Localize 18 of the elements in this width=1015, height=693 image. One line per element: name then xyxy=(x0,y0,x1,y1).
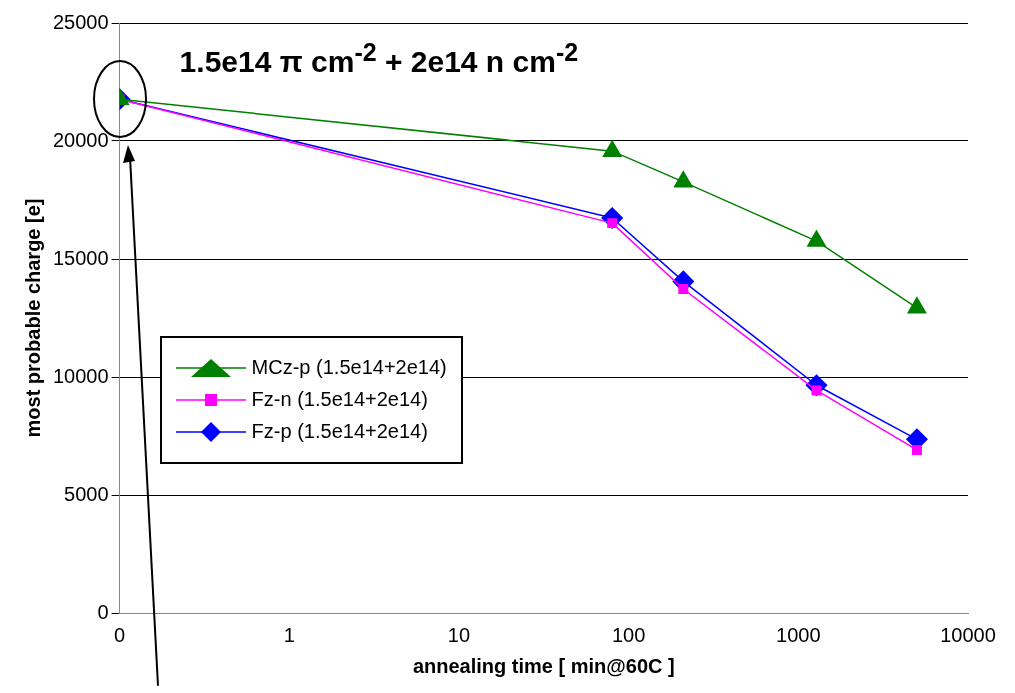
x-tick-label: 10 xyxy=(447,623,471,646)
x-tick-label: 1000 xyxy=(776,623,821,646)
x-tick-label: 1 xyxy=(283,623,295,646)
x-tick-label: 100 xyxy=(611,623,646,646)
y-tick-label: 15000 xyxy=(52,246,109,269)
x-tick-label: 10000 xyxy=(940,623,996,646)
x-axis-title: annealing time [ min@60C ] xyxy=(412,654,675,677)
y-tick-label: 5000 xyxy=(64,482,109,505)
y-axis-title: most probable charge [e] xyxy=(21,198,44,438)
x-tick-label: 0 xyxy=(114,623,126,646)
y-tick-label: 20000 xyxy=(52,128,109,151)
legend-label: Fz-n (1.5e14+2e14) xyxy=(251,388,428,412)
legend-label: Fz-p (1.5e14+2e14) xyxy=(251,420,428,444)
y-tick-label: 25000 xyxy=(52,10,109,33)
y-tick-label: 10000 xyxy=(52,364,109,387)
legend-label: MCz-p (1.5e14+2e14) xyxy=(251,356,447,380)
text: 1.5e14 π cm$^{-2}$ + 2e14 n cm$^{-2}$ xyxy=(179,38,579,79)
y-tick-label: 0 xyxy=(97,600,109,623)
